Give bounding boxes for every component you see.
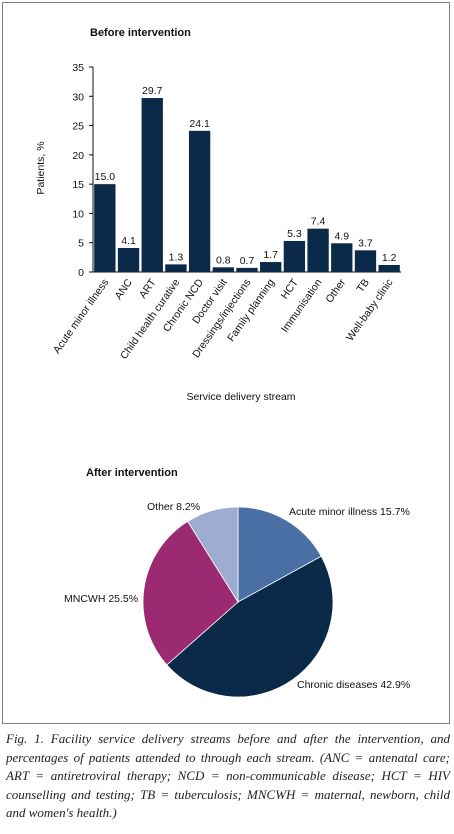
bar-value-label: 1.2: [382, 252, 397, 264]
bar-value-label: 0.7: [240, 255, 255, 267]
bar: [165, 264, 187, 272]
pie-slices: [142, 506, 334, 698]
pie-slice-label: Acute minor illness 15.7%: [289, 506, 410, 518]
pie-slice: [142, 520, 239, 666]
pie-labels: Acute minor illness 15.7% Chronic disease…: [64, 501, 410, 691]
bar-value-label: 1.7: [263, 249, 278, 261]
pie-slice: [187, 506, 239, 604]
y-tick-label: 30: [72, 91, 84, 103]
bar: [283, 240, 306, 272]
bar: [331, 243, 353, 272]
bar: [378, 264, 400, 272]
y-tick-label: 25: [72, 121, 84, 133]
pie-slice-label: MNCWH 25.5%: [64, 593, 138, 605]
y-tick-label: 5: [78, 238, 84, 250]
figure-caption: Fig. 1. Facility service delivery stream…: [6, 731, 450, 821]
bar-value-label: 24.1: [189, 118, 210, 130]
bar: [354, 250, 377, 272]
bar-chart: Before intervention Patients, % Service …: [35, 27, 401, 403]
pie-chart: After intervention Acute minor illness 1…: [64, 467, 410, 698]
pie-slice-label: Chronic diseases 42.9%: [297, 679, 410, 691]
bar-value-label: 7.4: [311, 216, 326, 228]
y-tick-label: 35: [72, 62, 84, 74]
y-tick-label: 0: [78, 267, 84, 279]
y-tick-label: 10: [72, 208, 84, 220]
bar: [117, 247, 140, 272]
bars: 15.0 4.1 29.7 1.3 24.1 0.8 0.7 1.7 5.3 7.4 4.9 3.7 1…: [94, 85, 400, 273]
bar: [307, 228, 329, 272]
bar-value-label: 29.7: [142, 85, 163, 97]
bar-chart-title: Before intervention: [90, 27, 191, 39]
bar: [236, 267, 258, 272]
bar-value-label: 15.0: [95, 171, 116, 183]
y-tick-label: 20: [72, 150, 84, 162]
bar: [212, 267, 234, 272]
pie-slice: [237, 506, 322, 603]
pie-chart-title: After intervention: [86, 467, 178, 479]
bar: [141, 98, 163, 273]
bar-value-label: 4.9: [334, 230, 349, 242]
bar: [260, 262, 282, 272]
bar-value-label: 5.3: [287, 228, 302, 240]
x-axis-title: Service delivery stream: [186, 391, 295, 403]
y-tick-label: 15: [72, 179, 84, 191]
pie-slice-label: Other 8.2%: [147, 501, 200, 513]
bar-value-label: 4.1: [121, 235, 136, 247]
y-axis-title: Patients, %: [35, 141, 47, 194]
bar-value-label: 1.3: [169, 251, 184, 263]
y-axis: 0 5 10 15 20 25 30 35: [72, 62, 94, 279]
bar-value-label: 0.8: [216, 254, 231, 266]
bar: [94, 184, 116, 272]
bar: [188, 130, 211, 272]
pie-slice: [166, 555, 334, 698]
bar-value-label: 3.7: [358, 237, 373, 249]
